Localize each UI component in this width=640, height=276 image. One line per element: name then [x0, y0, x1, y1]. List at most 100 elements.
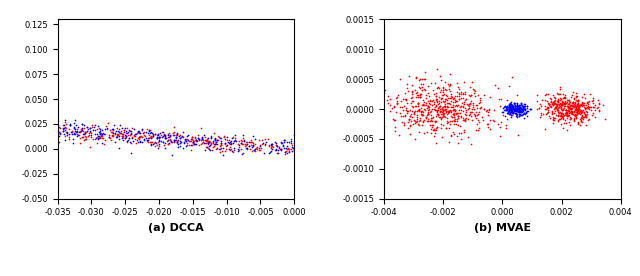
Point	[216, 145, 226, 150]
Point	[456, 104, 466, 108]
Point	[60, 128, 70, 132]
Point	[429, 107, 439, 112]
Point	[407, 94, 417, 99]
Point	[283, 147, 293, 151]
Point	[535, 101, 545, 106]
Point	[408, 122, 418, 126]
Point	[347, 142, 357, 146]
Point	[121, 134, 131, 139]
Point	[396, 105, 406, 110]
Point	[516, 108, 526, 113]
Point	[435, 105, 445, 110]
Point	[424, 101, 434, 105]
Point	[520, 107, 531, 111]
Point	[406, 111, 416, 116]
Point	[452, 160, 463, 164]
Point	[399, 113, 410, 117]
Point	[466, 110, 476, 115]
Point	[506, 102, 516, 107]
Point	[450, 104, 460, 109]
Point	[246, 145, 257, 149]
Point	[255, 144, 265, 148]
Point	[520, 104, 530, 108]
Point	[233, 147, 243, 152]
Point	[570, 107, 580, 112]
Point	[114, 146, 124, 150]
Point	[97, 128, 107, 132]
Point	[418, 81, 428, 86]
Point	[494, 97, 504, 101]
Point	[137, 127, 147, 131]
Point	[550, 106, 561, 110]
Point	[541, 91, 551, 96]
Point	[126, 141, 136, 145]
Point	[516, 109, 526, 113]
Point	[496, 159, 506, 163]
Point	[504, 102, 515, 107]
Point	[60, 130, 70, 134]
Point	[109, 123, 119, 128]
Point	[420, 103, 431, 107]
Point	[321, 150, 332, 155]
Point	[426, 131, 436, 135]
Point	[440, 87, 451, 92]
Point	[472, 106, 483, 111]
Point	[460, 116, 470, 121]
Point	[90, 123, 100, 127]
Point	[458, 108, 468, 113]
Point	[520, 162, 530, 166]
Point	[564, 103, 575, 107]
Point	[91, 136, 101, 140]
Point	[580, 96, 590, 100]
Point	[442, 109, 452, 113]
Point	[25, 128, 35, 133]
Point	[252, 145, 262, 149]
Point	[286, 137, 296, 141]
Point	[498, 105, 508, 110]
Point	[237, 150, 248, 155]
Point	[47, 127, 57, 131]
Point	[477, 115, 487, 119]
Point	[514, 108, 524, 112]
Point	[576, 119, 586, 123]
Point	[557, 103, 567, 107]
Point	[561, 100, 572, 105]
Point	[433, 105, 444, 109]
Point	[427, 116, 437, 120]
Point	[577, 116, 587, 120]
Point	[548, 93, 558, 97]
Point	[550, 105, 560, 109]
Point	[552, 99, 563, 104]
Point	[411, 95, 421, 99]
Point	[580, 112, 590, 116]
Point	[391, 150, 401, 154]
Point	[67, 130, 77, 135]
Point	[61, 132, 72, 137]
Point	[77, 121, 87, 126]
Point	[520, 107, 531, 112]
Point	[419, 118, 429, 123]
Point	[228, 150, 238, 155]
Point	[445, 83, 455, 87]
Point	[448, 112, 458, 116]
Point	[301, 141, 312, 145]
Point	[0, 119, 6, 123]
Point	[431, 104, 441, 108]
Point	[413, 123, 424, 128]
Point	[137, 135, 147, 139]
Point	[547, 120, 557, 125]
Point	[340, 155, 351, 159]
Point	[567, 110, 577, 114]
Point	[453, 92, 463, 96]
Point	[567, 112, 577, 116]
Point	[255, 143, 265, 147]
Point	[382, 148, 392, 153]
Point	[413, 84, 424, 89]
Point	[455, 104, 465, 109]
Point	[573, 99, 583, 103]
Point	[398, 114, 408, 118]
Point	[152, 136, 163, 140]
Point	[461, 159, 471, 164]
Point	[451, 158, 461, 162]
Point	[515, 107, 525, 112]
